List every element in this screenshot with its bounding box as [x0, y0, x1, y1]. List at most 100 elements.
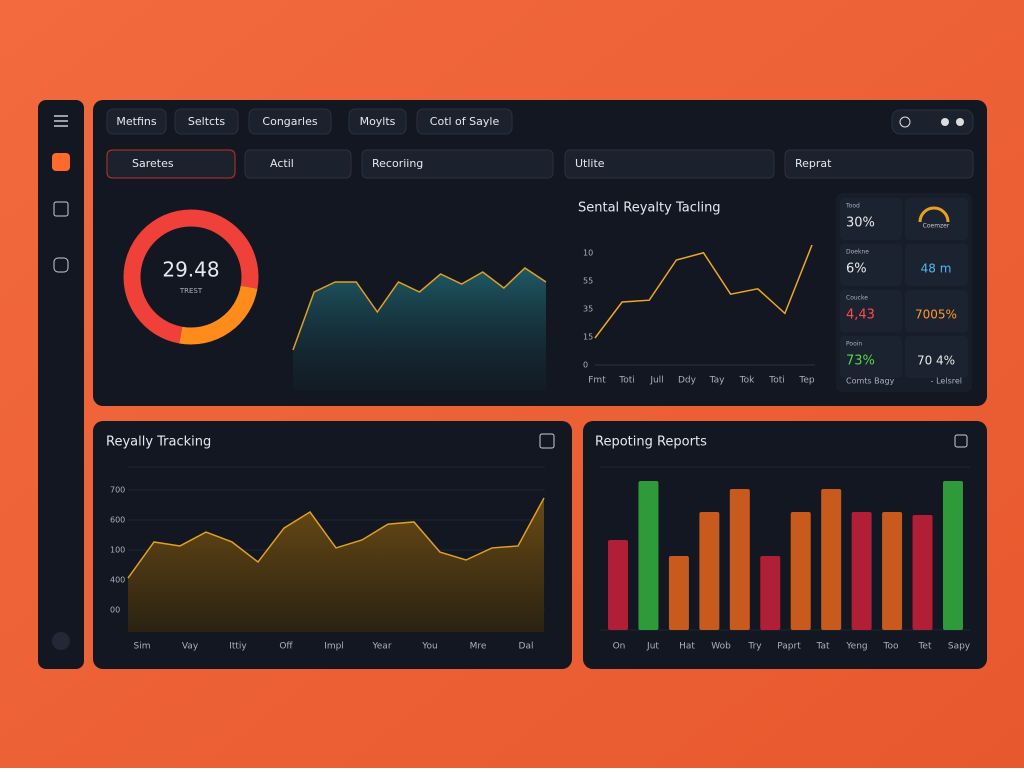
- bar: [790, 512, 811, 630]
- x-tick-label: Ittiy: [229, 642, 247, 652]
- series-line: [594, 244, 813, 339]
- x-tick-label: Jull: [649, 376, 663, 386]
- home-icon[interactable]: [52, 153, 70, 171]
- x-tick-label: Sim: [134, 642, 151, 652]
- series-line: [292, 267, 547, 351]
- y-tick-label: 00: [110, 606, 120, 615]
- bar: [760, 556, 781, 630]
- bar: [882, 512, 903, 630]
- x-tick-label: Toti: [768, 376, 785, 386]
- stats-footer: Comts Bagy: [846, 377, 895, 386]
- gauge: [918, 206, 950, 223]
- stat-tile: [840, 244, 902, 286]
- tab[interactable]: [348, 108, 407, 135]
- x-tick-label: Try: [747, 642, 762, 652]
- menu-icon[interactable]: [54, 115, 68, 127]
- x-tick-label: Jut: [646, 642, 659, 652]
- x-tick-label: Yeng: [845, 642, 867, 652]
- stat-value: Coemzer: [923, 223, 950, 230]
- y-tick-label: 35: [583, 305, 593, 314]
- chart-title: Repoting Reports: [595, 435, 707, 450]
- grid-icon[interactable]: [539, 433, 555, 449]
- x-tick-label: Vay: [182, 642, 199, 652]
- y-tick-label: 10: [583, 249, 593, 258]
- y-tick-label: 55: [583, 277, 593, 286]
- bar: [851, 512, 872, 630]
- y-tick-label: 100: [110, 546, 125, 555]
- bar: [943, 481, 963, 630]
- share-icon[interactable]: [954, 434, 968, 448]
- y-tick-label: 15: [583, 333, 593, 342]
- stat-caption: Tood: [845, 203, 860, 210]
- icon-group[interactable]: [891, 109, 974, 135]
- filter[interactable]: [361, 149, 554, 179]
- filter[interactable]: [564, 149, 775, 179]
- area-fill: [293, 268, 546, 390]
- tab[interactable]: [248, 108, 332, 135]
- stat-tile: [905, 290, 968, 332]
- stat-value: 48 m: [921, 262, 952, 276]
- x-tick-label: Sapy: [948, 642, 971, 652]
- filter-label: Saretes: [132, 157, 174, 170]
- x-tick-label: Impl: [324, 642, 344, 652]
- tab[interactable]: [174, 108, 239, 135]
- reports-icon[interactable]: [53, 201, 69, 217]
- tab-label: Moylts: [360, 115, 396, 128]
- x-tick-label: Tok: [739, 376, 755, 386]
- stat-tile: [840, 290, 902, 332]
- users-icon[interactable]: [53, 257, 69, 273]
- y-tick-label: 700: [110, 486, 125, 495]
- x-tick-label: Fmt: [588, 376, 606, 386]
- donut-caption: TREST: [179, 287, 203, 295]
- bell-icon[interactable]: [941, 118, 949, 126]
- y-tick-label: 400: [110, 576, 125, 585]
- stat-caption: Doekne: [846, 249, 869, 256]
- user-icon[interactable]: [956, 118, 964, 126]
- stat-tile: [905, 244, 968, 286]
- stat-tile: [840, 336, 902, 378]
- bar: [668, 556, 689, 630]
- filter-label: Actil: [270, 157, 294, 170]
- x-tick-label: Year: [371, 642, 391, 652]
- donut-segment: [179, 285, 258, 345]
- sidebar: [38, 100, 84, 669]
- stat-caption: Coucke: [846, 295, 868, 302]
- search-icon[interactable]: [899, 116, 911, 128]
- x-tick-label: Ddy: [678, 376, 697, 386]
- series-line: [127, 497, 545, 579]
- bar: [729, 489, 750, 630]
- stat-tile: [905, 198, 968, 240]
- bar: [821, 489, 842, 630]
- filter[interactable]: [106, 149, 236, 179]
- tab-label: Congarles: [262, 115, 317, 128]
- x-tick-label: Off: [279, 642, 293, 652]
- stat-value: 30%: [846, 216, 875, 231]
- donut-segment: [123, 209, 259, 344]
- filter-label: Utlite: [575, 157, 605, 170]
- y-tick-label: 600: [110, 516, 125, 525]
- filter[interactable]: [784, 149, 974, 179]
- stats-footer: - Lelsrel: [931, 377, 962, 386]
- x-tick-label: Tay: [709, 376, 726, 386]
- x-tick-label: Hat: [679, 642, 695, 652]
- tab[interactable]: [416, 108, 513, 135]
- x-tick-label: Tat: [815, 642, 830, 652]
- filter[interactable]: [244, 149, 352, 179]
- avatar[interactable]: [52, 632, 70, 650]
- stat-value: 6%: [846, 262, 867, 277]
- stat-tile: [840, 198, 902, 240]
- tab-label: Cotl of Sayle: [430, 115, 500, 128]
- bar: [608, 540, 628, 630]
- filter-label: Reprat: [795, 157, 832, 170]
- area-fill: [128, 497, 544, 632]
- stat-value: 73%: [846, 354, 875, 369]
- y-tick-label: 0: [583, 361, 588, 370]
- bar: [699, 512, 720, 630]
- x-tick-label: Tep: [798, 376, 815, 386]
- tab[interactable]: [106, 108, 167, 135]
- tab-label: Seltcts: [188, 115, 225, 128]
- bar: [638, 481, 659, 630]
- x-tick-label: On: [613, 642, 626, 652]
- stat-tile: [905, 336, 968, 378]
